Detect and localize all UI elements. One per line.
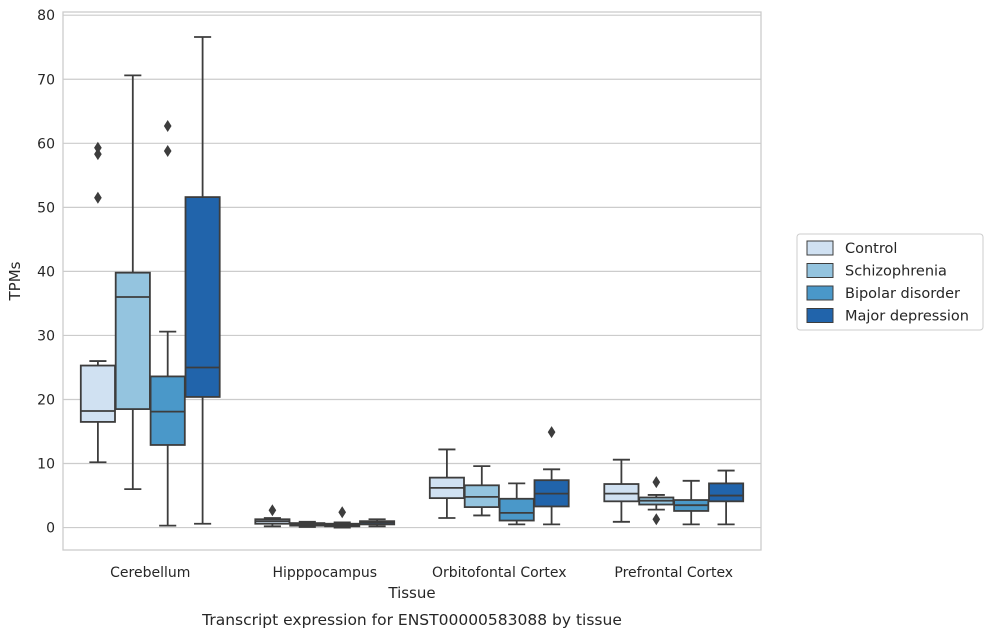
outlier-point [94,191,102,204]
box-control [603,458,640,523]
legend: Control Schizophrenia Bipolar disorder Majo… [796,233,984,331]
outlier-point [652,513,661,526]
legend-swatch [806,308,834,323]
y-tick-label: 40 [37,264,55,280]
x-tick-label: Orbitofontal Cortex [432,565,567,581]
box-schizophrenia [463,465,500,517]
y-tick-label: 60 [37,136,55,152]
outlier-point [163,144,172,157]
box-iqr [114,271,151,410]
legend-swatch [806,263,834,278]
outlier-point [268,504,277,517]
outlier-point [163,120,172,132]
x-tick-label: Prefrontal Cortex [614,565,733,581]
box-schizophrenia [114,74,151,491]
y-tick-label: 30 [37,328,55,344]
boxes [79,36,745,529]
box-control [254,504,291,528]
legend-swatch [806,285,834,301]
legend-label: Schizophrenia [845,264,947,280]
box-schizophrenia [289,520,326,528]
outlier-point [547,426,556,439]
legend-frame [796,233,984,331]
x-tick-label: Hipppocampus [272,565,377,581]
x-tick-label: Cerebellum [110,565,190,581]
legend-label: Major depression [845,309,969,325]
y-axis-title: TPMs [6,261,24,301]
box-iqr [149,375,186,446]
outlier-point [94,148,102,161]
y-tick-label: 70 [37,72,55,88]
y-tick-label: 80 [37,8,55,24]
y-axis-ticks: 0 10 20 30 40 50 60 70 80 [37,8,55,536]
y-tick-label: 50 [37,200,55,216]
box-iqr [603,483,640,503]
box-schizophrenia [638,476,675,526]
box-major-depression [184,36,221,525]
box-major-depression [708,469,745,526]
box-control [428,448,465,519]
box-iqr [79,364,116,423]
y-tick-label: 0 [46,521,55,537]
outlier-point [94,141,102,154]
chart-caption: Transcript expression for ENST0000058308… [201,611,622,629]
x-axis-title: Tissue [387,584,435,602]
y-tick-label: 10 [37,457,55,473]
box-iqr [498,497,535,522]
box-iqr [708,482,745,503]
box-iqr [184,196,221,398]
legend-swatch [806,240,834,256]
legend-label: Bipolar disorder [845,286,960,302]
box-bipolar-disorder [149,120,186,527]
box-control [79,141,116,464]
box-bipolar-disorder [673,479,710,526]
plot-area-frame [62,11,762,551]
outlier-point [338,506,347,519]
y-tick-label: 20 [37,392,55,408]
x-axis-ticks: Cerebellum Hipppocampus Orbitofontal Corte… [110,565,733,581]
box-major-depression [533,426,570,526]
outlier-point [652,476,661,489]
box-bipolar-disorder [324,506,361,529]
box-major-depression [359,518,396,528]
legend-label: Control [845,241,897,257]
box-bipolar-disorder [498,482,535,526]
